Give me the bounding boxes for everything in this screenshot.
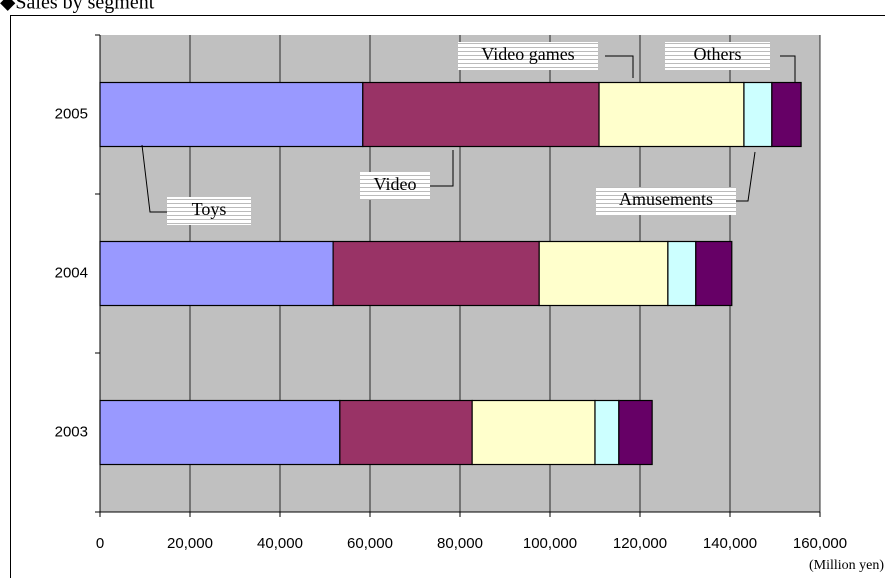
leader-line — [605, 55, 634, 78]
chart-title: ◆Sales by segment — [0, 0, 155, 14]
axis-unit: (Million yen) — [809, 558, 884, 573]
callout-box — [167, 197, 251, 225]
chart-frame — [10, 15, 885, 578]
leader-line — [430, 150, 454, 187]
callout-box — [665, 42, 770, 70]
bar-segment — [99, 81, 364, 148]
callout-box — [458, 42, 598, 70]
bar-segment — [594, 399, 620, 466]
bar-segment — [771, 81, 802, 148]
callout-label: Video games — [481, 44, 574, 64]
callout-label: Others — [694, 44, 742, 64]
leader-line — [141, 144, 167, 213]
callout-label: Toys — [192, 199, 227, 219]
callout-label: Video — [374, 174, 417, 194]
bar-segment — [538, 240, 669, 307]
bar-segment — [99, 399, 341, 466]
leader-line — [780, 55, 796, 82]
x-tick-label: 160,000 — [793, 535, 847, 552]
x-tick-label: 20,000 — [167, 535, 213, 552]
y-tick-label: 2003 — [55, 423, 88, 440]
x-tick-label: 100,000 — [523, 535, 577, 552]
x-tick-label: 80,000 — [437, 535, 483, 552]
bar-segment — [471, 399, 596, 466]
y-tick-label: 2004 — [55, 264, 88, 281]
callout-label: Amusements — [619, 189, 713, 209]
x-tick-label: 40,000 — [257, 535, 303, 552]
y-tick-label: 2005 — [55, 105, 88, 122]
x-tick-label: 120,000 — [613, 535, 667, 552]
x-tick-label: 140,000 — [703, 535, 757, 552]
bar-segment — [99, 240, 334, 307]
leader-line — [736, 151, 756, 202]
bar-segment — [362, 81, 600, 148]
x-tick-label: 60,000 — [347, 535, 393, 552]
bar-segment — [695, 240, 733, 307]
bar-segment — [332, 240, 540, 307]
bar-segment — [743, 81, 773, 148]
callout-box — [360, 172, 430, 200]
bar-segment — [339, 399, 473, 466]
callout-box — [596, 187, 736, 215]
bar-segment — [598, 81, 745, 148]
bar-segment — [667, 240, 697, 307]
bar-segment — [618, 399, 653, 466]
x-tick-label: 0 — [96, 535, 104, 552]
